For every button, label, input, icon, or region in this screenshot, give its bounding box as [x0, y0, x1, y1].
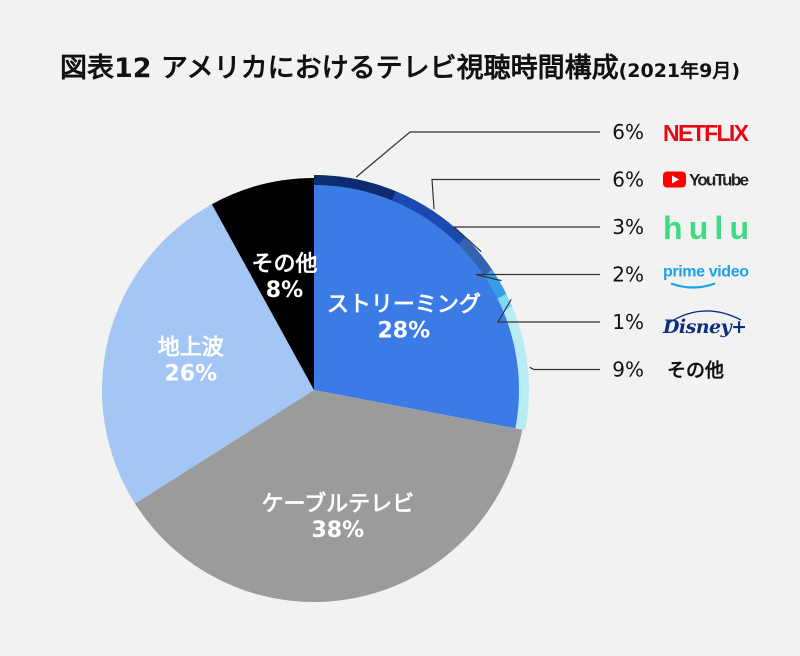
legend-brand-0: NETFLIX [663, 120, 750, 146]
title-sub: (2021年9月) [618, 60, 741, 82]
leader-line-4 [496, 299, 600, 323]
youtube-triangle-icon [672, 175, 679, 184]
legend-pct-1: 6% [612, 168, 644, 192]
label-terrestrial-value: 26% [164, 361, 217, 386]
chart-title: 図表12 アメリカにおけるテレビ視聴時間構成(2021年9月) [0, 46, 800, 85]
rim-segment-3 [483, 269, 507, 299]
legend-pct-2: 3% [612, 215, 644, 239]
label-terrestrial-name: 地上波 [158, 335, 225, 360]
slice-other [211, 178, 314, 390]
leader-line-0 [355, 131, 600, 178]
leader-line-2 [452, 226, 600, 253]
other-legend-label: その他 [667, 359, 724, 382]
legend-brand-2: hulu [663, 210, 749, 246]
label-other-name: その他 [251, 252, 317, 277]
leader-line-1 [431, 178, 600, 210]
legend-pct-3: 2% [612, 263, 644, 287]
title-main: 図表12 アメリカにおけるテレビ視聴時間構成 [59, 53, 619, 84]
rim-segment-4 [497, 293, 513, 311]
legend-brand-4: Disney+ [662, 310, 747, 338]
rim-segment-0 [314, 175, 396, 201]
disney-arc-icon [666, 310, 742, 325]
legend-brand-3: prime video [663, 264, 749, 289]
slice-streaming [314, 178, 526, 430]
legend-pct-0: 6% [612, 120, 644, 144]
disney-plus-logo: Disney+ [662, 316, 747, 338]
slice-terrestrial [102, 204, 314, 504]
legend-brand-1: YouTube [663, 171, 749, 190]
hulu-logo: hulu [663, 210, 749, 246]
label-cable-tv-value: 38% [311, 518, 364, 543]
netflix-logo: NETFLIX [663, 120, 750, 146]
youtube-logo: YouTube [689, 171, 749, 190]
prime-smile-icon [670, 282, 716, 289]
label-other-value: 8% [266, 278, 303, 303]
rim-segment-2 [458, 237, 493, 276]
rim-segment-5 [502, 306, 530, 431]
legend-pct-4: 1% [612, 310, 644, 334]
leader-line-5 [529, 366, 600, 371]
label-streaming-name: ストリーミング [327, 292, 481, 318]
prime-video-logo: prime video [663, 264, 749, 281]
legend-brand-5: その他 [667, 359, 724, 382]
label-cable-tv-name: ケーブルテレビ [261, 491, 414, 517]
legend-pct-5: 9% [612, 358, 644, 382]
rim-segment-1 [392, 191, 466, 245]
leader-line-3 [475, 273, 600, 282]
label-streaming-value: 28% [378, 319, 431, 344]
slice-cable-tv [135, 390, 523, 602]
